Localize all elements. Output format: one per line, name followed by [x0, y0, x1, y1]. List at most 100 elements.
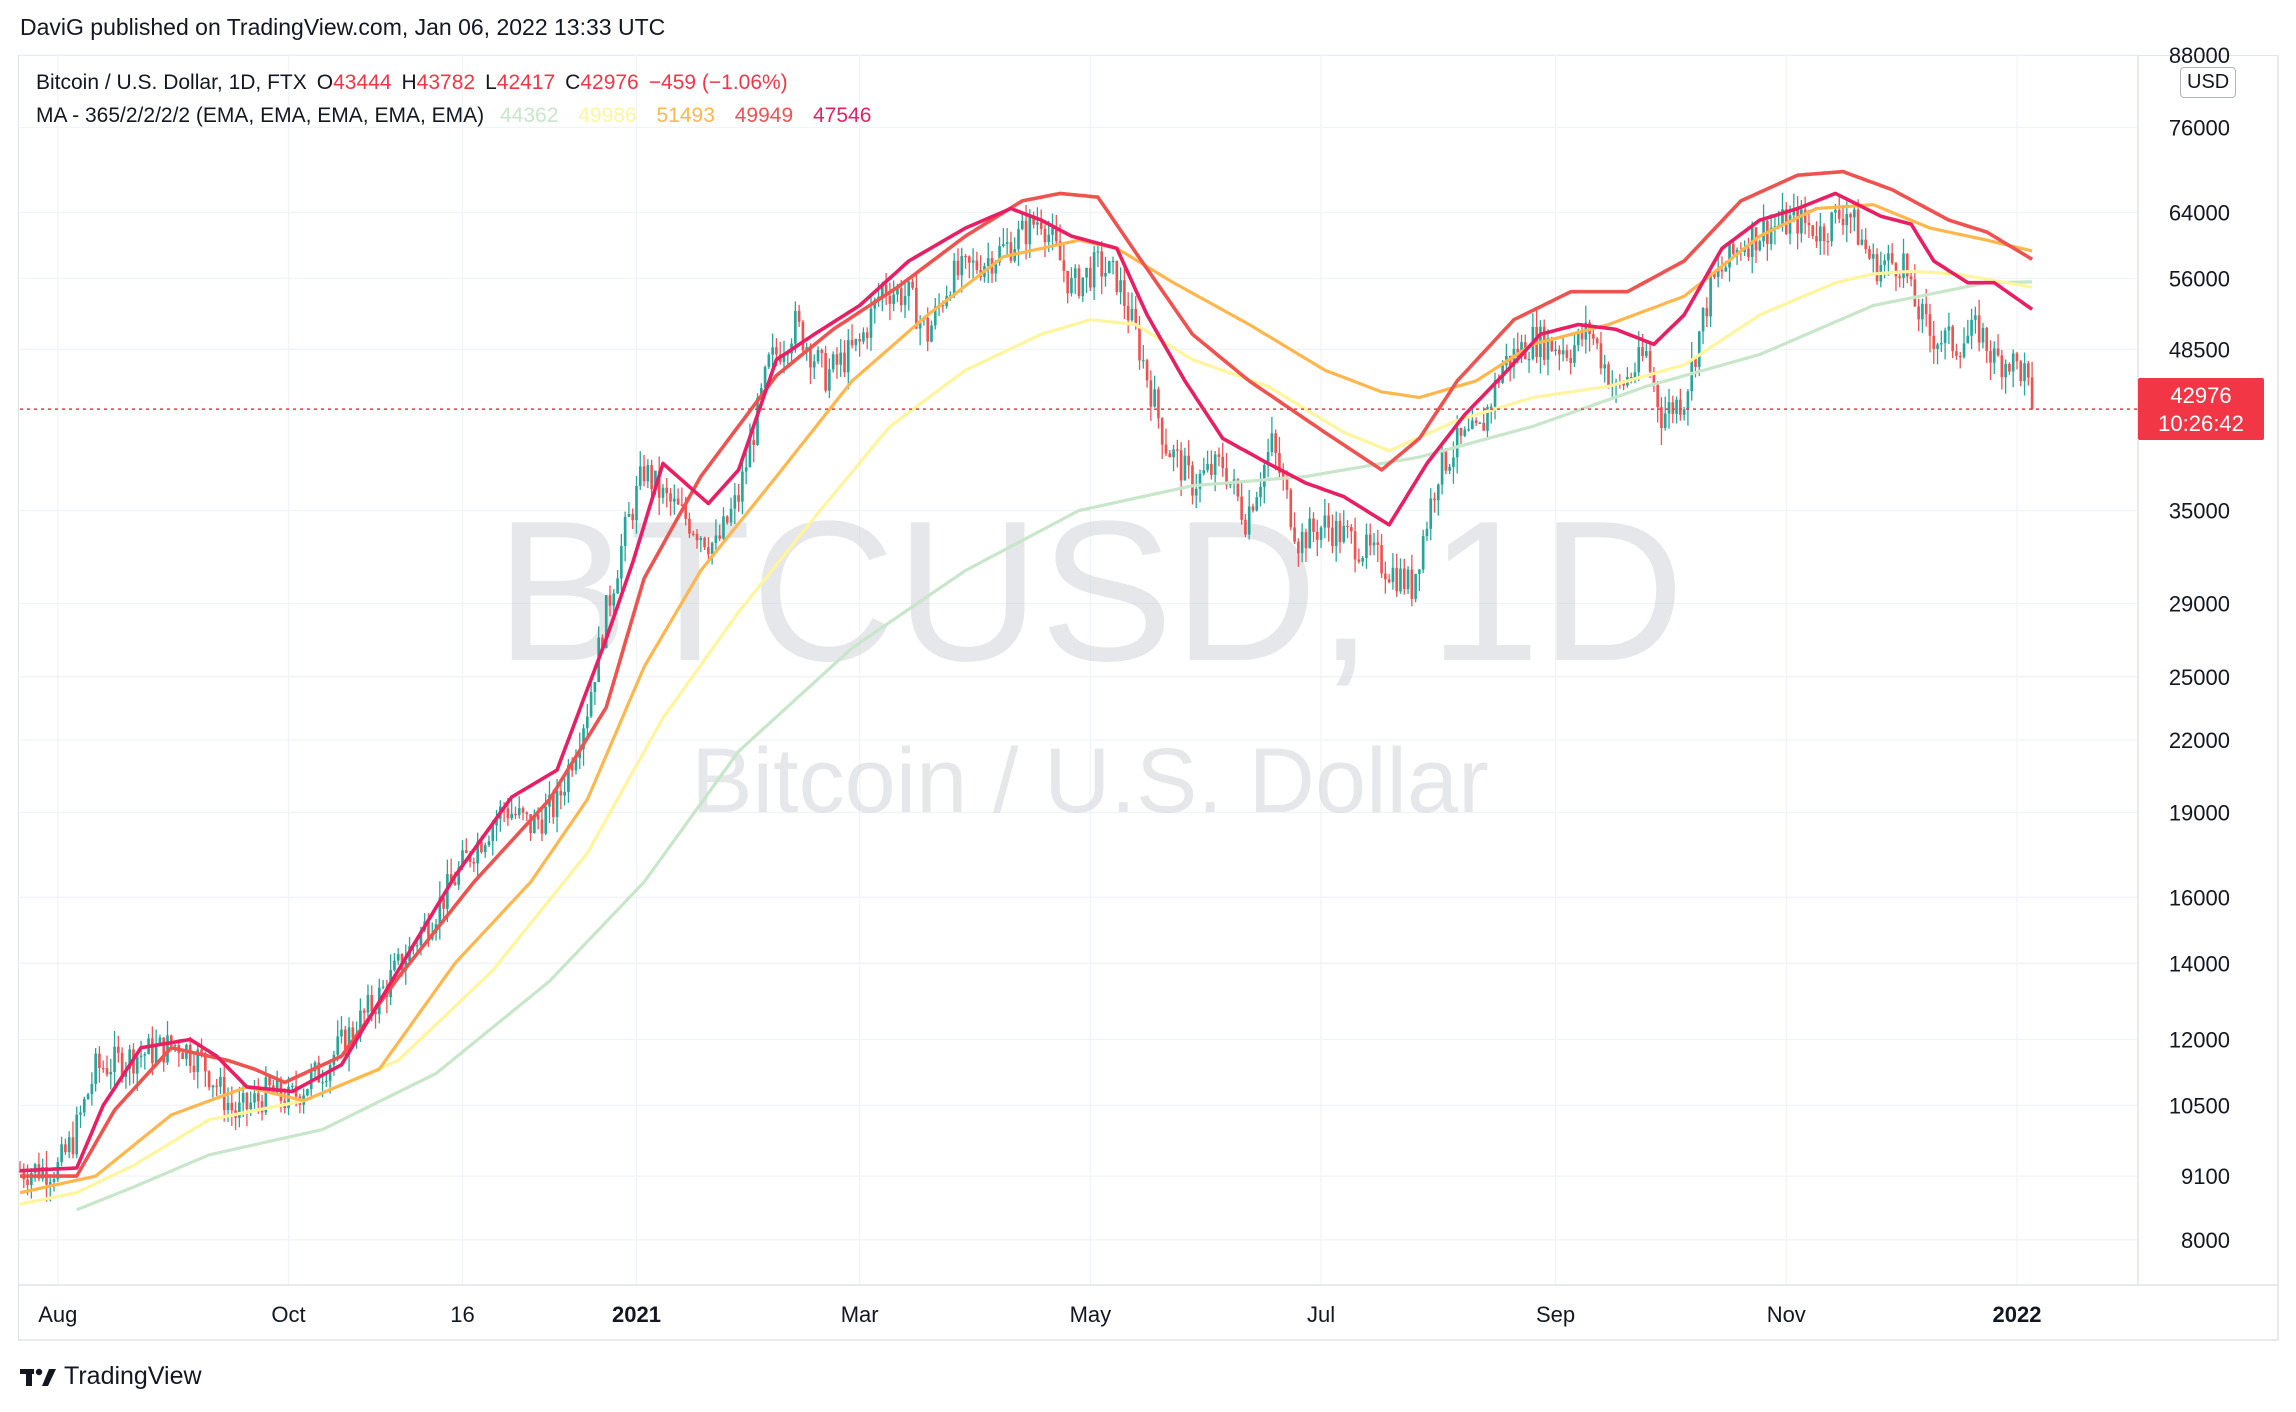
- tradingview-logo[interactable]: TradingView: [20, 1362, 202, 1391]
- candle-body: [1834, 209, 1837, 213]
- candle-body: [975, 260, 979, 271]
- candle-body: [1054, 228, 1058, 242]
- candle-body: [1694, 358, 1697, 367]
- currency-button[interactable]: USD: [2180, 67, 2237, 98]
- candle-body: [684, 504, 687, 519]
- candle-body: [321, 1082, 324, 1084]
- candle-body: [964, 255, 967, 258]
- candle-body: [918, 320, 922, 329]
- candle-body: [1671, 402, 1675, 414]
- candle-body: [362, 1010, 366, 1013]
- candle-body: [1822, 226, 1826, 241]
- candle-body: [1656, 383, 1659, 408]
- candle-body: [1384, 573, 1387, 580]
- candle-body: [381, 986, 385, 988]
- candle-body: [1943, 330, 1947, 344]
- candle-body: [1463, 429, 1467, 436]
- candle-body: [604, 595, 608, 649]
- candle-body: [495, 818, 498, 826]
- candle-body: [1981, 327, 1985, 343]
- candle-body: [952, 260, 956, 295]
- candle-body: [1395, 567, 1399, 592]
- candle-body: [101, 1067, 105, 1070]
- candle-body: [52, 1179, 56, 1182]
- candle-body: [672, 498, 676, 502]
- candle-body: [869, 308, 873, 338]
- candle-body: [544, 806, 548, 834]
- ma-value-1: 44362: [499, 104, 559, 127]
- candle-body: [521, 808, 525, 813]
- candle-body: [1455, 427, 1459, 458]
- candle-body: [707, 547, 710, 554]
- candle-body: [1905, 253, 1909, 277]
- candle-body: [1860, 239, 1864, 245]
- candle-body: [1762, 220, 1765, 242]
- candle-body: [1459, 427, 1463, 436]
- candle-body: [767, 354, 771, 368]
- candle-body: [1686, 391, 1690, 410]
- candle-body: [1871, 254, 1875, 259]
- candle-body: [642, 466, 646, 482]
- candle-body: [1826, 240, 1830, 243]
- candle-body: [926, 317, 930, 342]
- candle-body: [1187, 455, 1191, 466]
- candle-body: [1327, 515, 1330, 528]
- candle-body: [1769, 227, 1773, 244]
- x-tick-label: Mar: [841, 1302, 879, 1327]
- legend-symbol-row[interactable]: Bitcoin / U.S. Dollar, 1D, FTX O43444 H437…: [36, 71, 802, 95]
- candle-body: [1781, 209, 1784, 225]
- price-axis[interactable]: 88000 76000 64000 56000 48500 35000 29000 25000…: [2169, 43, 2230, 1253]
- candle-body: [646, 465, 650, 482]
- candle-body: [1701, 308, 1705, 332]
- candle-body: [971, 260, 975, 263]
- candle-body: [120, 1052, 124, 1077]
- y-tick-label: 29000: [2169, 591, 2230, 616]
- candle-body: [396, 954, 400, 961]
- candle-body: [143, 1054, 147, 1056]
- time-axis[interactable]: Aug Oct 16 2021 Mar May Jul Sep Nov 2022: [38, 1302, 2041, 1327]
- candle-body: [1312, 518, 1315, 532]
- candle-body: [1096, 251, 1100, 253]
- candle-body: [1705, 308, 1709, 317]
- candle-body: [1047, 234, 1051, 243]
- legend-ma-row[interactable]: MA - 365/2/2/2/2 (EMA, EMA, EMA, EMA, EM…: [36, 104, 885, 128]
- moving-averages-layer: [19, 169, 2034, 1212]
- candle-body: [173, 1045, 177, 1047]
- candle-body: [1429, 498, 1433, 529]
- candle-body: [631, 514, 635, 521]
- candle-body: [1985, 327, 1989, 351]
- candle-body: [888, 295, 892, 304]
- candle-body: [483, 845, 487, 853]
- candle-body: [1482, 422, 1486, 431]
- candle-body: [86, 1094, 90, 1100]
- candle-body: [1743, 248, 1746, 253]
- candle-body: [1800, 209, 1803, 234]
- candle-body: [967, 256, 971, 263]
- published-by-line: DaviG published on TradingView.com, Jan …: [20, 14, 666, 40]
- candle-body: [1278, 452, 1281, 473]
- candle-body: [714, 535, 718, 544]
- candle-body: [892, 294, 895, 304]
- y-tick-label: 10500: [2169, 1093, 2230, 1118]
- candle-body: [1077, 268, 1081, 297]
- y-tick-label: 9100: [2181, 1164, 2230, 1189]
- candle-body: [797, 310, 801, 322]
- candle-body: [1293, 527, 1296, 542]
- candle-body: [238, 1102, 241, 1118]
- candle-body: [79, 1112, 82, 1115]
- x-tick-label: Sep: [1536, 1302, 1575, 1327]
- candle-body: [911, 281, 914, 288]
- candle-body: [650, 465, 653, 490]
- candle-body: [1164, 444, 1168, 454]
- candle-body: [1909, 276, 1913, 280]
- candle-body: [1399, 568, 1402, 592]
- candle-body: [1709, 272, 1712, 317]
- candle-body: [1191, 465, 1194, 496]
- candle-body: [1244, 519, 1247, 535]
- y-tick-label: 64000: [2169, 200, 2230, 225]
- candle-body: [699, 537, 703, 541]
- candle-body: [1989, 350, 1992, 363]
- candle-body: [1731, 243, 1735, 254]
- candle-body: [1603, 364, 1607, 369]
